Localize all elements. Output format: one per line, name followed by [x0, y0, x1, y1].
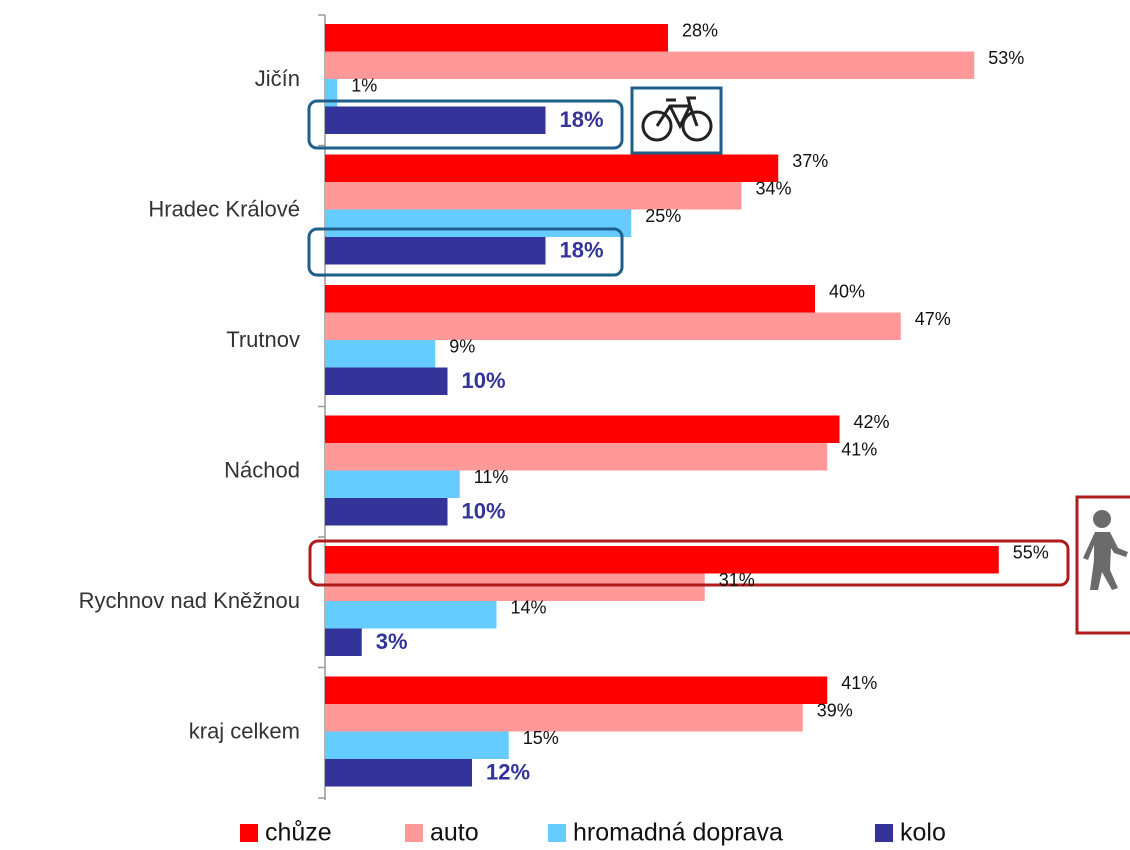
bar — [325, 312, 901, 340]
value-label: 41% — [841, 673, 877, 693]
bar — [325, 443, 828, 471]
value-label: 31% — [719, 570, 755, 590]
value-label: 10% — [462, 368, 506, 393]
value-label: 39% — [817, 701, 853, 721]
value-label: 34% — [756, 179, 792, 199]
value-label: 41% — [841, 440, 877, 460]
value-label: 25% — [645, 206, 681, 226]
y-tick-label: Rychnov nad Kněžnou — [79, 588, 300, 613]
y-tick-label: Trutnov — [226, 327, 300, 352]
bar — [325, 154, 779, 182]
bar — [325, 237, 546, 265]
bar — [325, 498, 448, 526]
y-tick-label: Hradec Králové — [148, 197, 300, 222]
bar — [325, 731, 509, 759]
bar — [325, 601, 497, 629]
bike-icon — [630, 86, 723, 155]
legend-swatch — [875, 824, 893, 842]
bar — [325, 209, 632, 237]
value-label: 37% — [792, 151, 828, 171]
value-label: 40% — [829, 282, 865, 302]
bar — [325, 51, 975, 79]
value-label: 53% — [988, 48, 1024, 68]
value-label: 55% — [1013, 543, 1049, 563]
bar — [325, 628, 362, 656]
value-label: 10% — [462, 499, 506, 524]
bar — [325, 367, 448, 395]
value-label: 11% — [474, 467, 509, 487]
y-tick-label: Náchod — [224, 458, 300, 483]
bar — [325, 573, 705, 601]
bar — [325, 676, 828, 704]
value-label: 42% — [854, 412, 890, 432]
value-label: 3% — [376, 629, 408, 654]
walk-icon — [1075, 495, 1130, 635]
value-label: 28% — [682, 21, 718, 41]
value-label: 15% — [523, 728, 559, 748]
y-tick-label: Jičín — [255, 66, 300, 91]
highlight-box — [308, 539, 1070, 587]
bar — [325, 415, 840, 443]
walker — [1083, 510, 1128, 590]
legend-label: chůze — [265, 819, 332, 847]
bar — [325, 759, 472, 787]
legend-swatch — [548, 824, 566, 842]
value-label: 12% — [486, 760, 530, 785]
legend-swatch — [405, 824, 423, 842]
bar — [325, 24, 668, 52]
y-tick-label: kraj celkem — [189, 719, 300, 744]
value-label: 14% — [511, 598, 547, 618]
value-label: 9% — [449, 337, 475, 357]
highlight-box — [307, 227, 624, 277]
legend-swatch — [240, 824, 258, 842]
highlight-box — [307, 99, 624, 150]
bar — [325, 285, 815, 313]
value-label: 1% — [351, 76, 377, 96]
value-label: 18% — [560, 107, 604, 132]
legend-label: hromadná doprava — [573, 819, 783, 847]
legend-label: auto — [430, 819, 479, 847]
legend-label: kolo — [900, 819, 946, 847]
bar — [325, 182, 742, 210]
bar — [325, 340, 436, 368]
bar — [325, 546, 999, 574]
bar — [325, 106, 546, 134]
bar — [325, 470, 460, 498]
value-label: 18% — [560, 238, 604, 263]
bike — [641, 96, 713, 142]
bar — [325, 704, 803, 732]
value-label: 47% — [915, 309, 951, 329]
highlights — [307, 86, 1130, 635]
